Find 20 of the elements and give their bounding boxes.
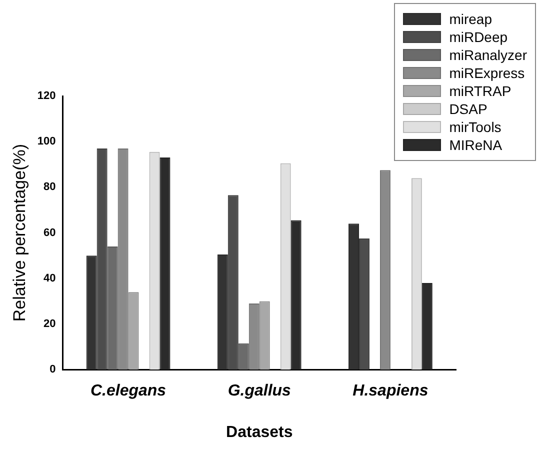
- legend-label: miRDeep: [449, 28, 508, 46]
- legend-label: miRExpress: [449, 64, 525, 82]
- x-tick-label: C.elegans: [90, 382, 166, 400]
- legend-label: miRTRAP: [449, 82, 512, 100]
- legend-label: mirTools: [449, 118, 502, 136]
- legend-label: DSAP: [449, 100, 488, 118]
- y-tick-label: 120: [37, 90, 56, 102]
- legend-label: MIReNA: [449, 136, 502, 154]
- y-tick-label: 60: [44, 226, 56, 239]
- y-axis-title: Relative percentage(%): [10, 144, 29, 322]
- y-tick-label: 0: [50, 364, 56, 376]
- y-tick-label: 80: [44, 181, 56, 194]
- x-tick-label: G.gallus: [228, 382, 292, 400]
- legend-label: miRanalyzer: [449, 46, 527, 64]
- y-tick-label: 20: [44, 318, 56, 330]
- x-tick-label: H.sapiens: [352, 382, 428, 400]
- y-tick-label: 40: [44, 272, 56, 284]
- x-axis-title: Datasets: [226, 424, 293, 441]
- legend-label: mireap: [449, 10, 492, 28]
- y-tick-label: 100: [37, 136, 56, 148]
